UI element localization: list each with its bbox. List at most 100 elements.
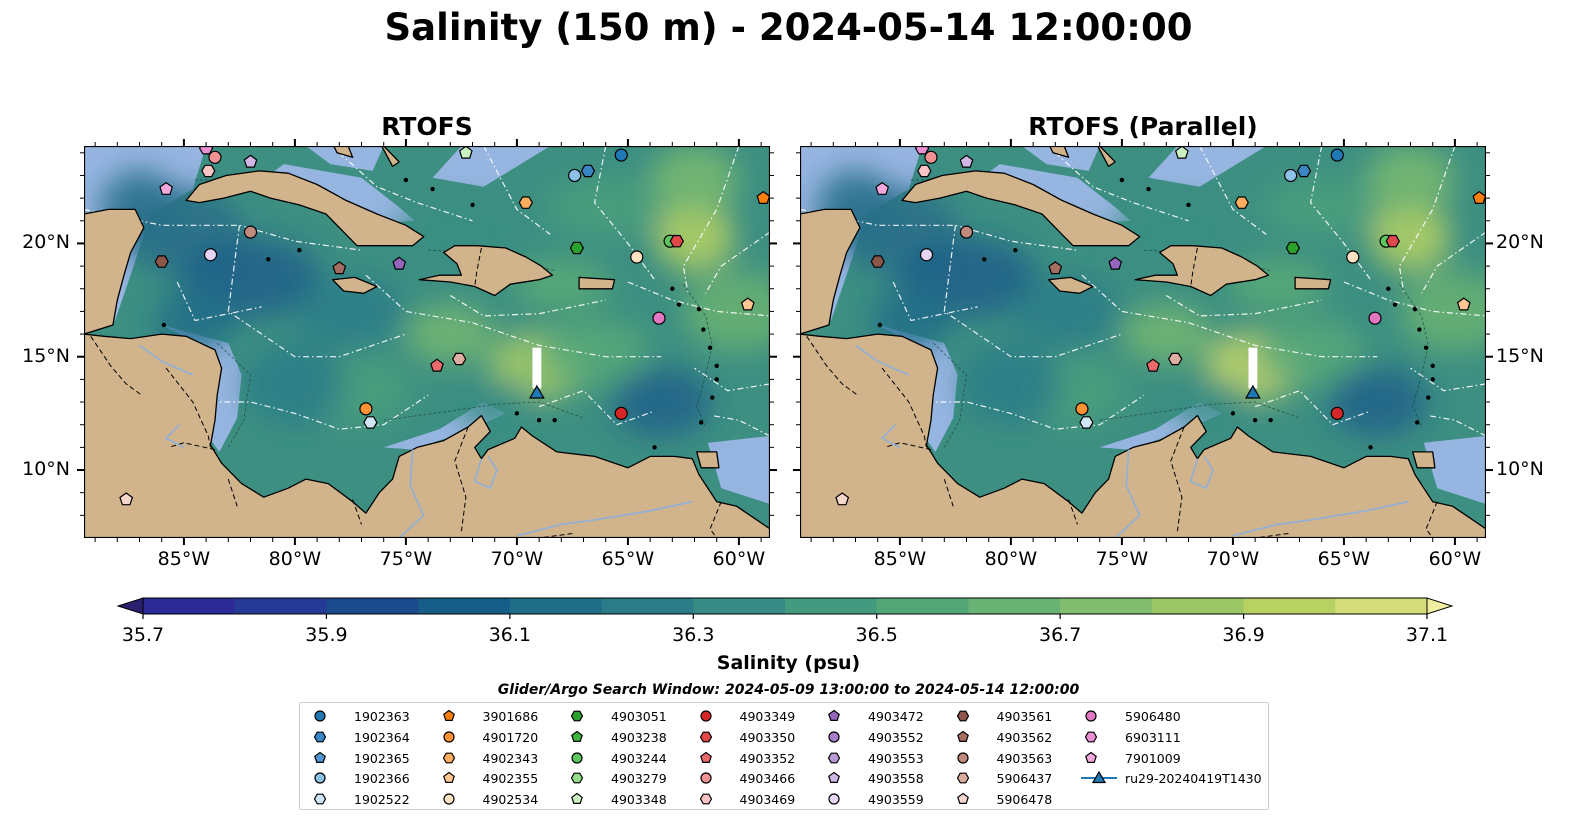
land-cuba bbox=[185, 170, 425, 247]
legend-marker-icon bbox=[956, 751, 969, 764]
colorbar-segment bbox=[509, 598, 603, 614]
marker-1902522 bbox=[363, 416, 378, 429]
marker-4902534 bbox=[1346, 250, 1360, 264]
marker-4903051 bbox=[569, 241, 585, 255]
marker-4902534 bbox=[630, 250, 644, 264]
legend-label: 4903553 bbox=[868, 750, 924, 766]
legend-symbol bbox=[699, 751, 712, 763]
colorbar-segment bbox=[968, 598, 1061, 614]
legend-label: 4903559 bbox=[868, 792, 924, 808]
lon-tick-label: 70°W bbox=[490, 548, 544, 570]
marker-4903469 bbox=[201, 164, 216, 178]
marker-7901009 bbox=[875, 181, 890, 195]
legend-symbol bbox=[1091, 771, 1107, 784]
legend-label: 4902343 bbox=[482, 750, 539, 766]
legend-symbol bbox=[828, 709, 840, 721]
land-trinidad bbox=[1412, 451, 1436, 469]
legend-symbol bbox=[827, 752, 841, 763]
marker-4903348 bbox=[458, 146, 473, 159]
land-centralAm bbox=[800, 333, 1486, 538]
legend-marker-icon bbox=[314, 751, 326, 763]
colorbar-segment bbox=[143, 598, 236, 614]
legend-label: 4903352 bbox=[739, 750, 796, 766]
legend-label: 5906480 bbox=[1125, 709, 1181, 724]
marker-ru29-20240419T1430 bbox=[528, 384, 545, 399]
colorbar-tick-label: 35.7 bbox=[121, 624, 165, 646]
legend-symbol bbox=[828, 772, 840, 784]
colorbar-segment bbox=[785, 598, 878, 614]
marker-5906437 bbox=[452, 352, 467, 366]
marker-4903559 bbox=[919, 248, 934, 262]
marker-4901720 bbox=[1075, 402, 1089, 416]
map-title-rtofs-parallel: RTOFS (Parallel) bbox=[1028, 112, 1258, 141]
land-bahamas1 bbox=[1049, 146, 1070, 158]
legend-symbol bbox=[571, 751, 583, 764]
legend-label: 4903562 bbox=[996, 729, 1053, 745]
legend-symbol bbox=[828, 793, 840, 805]
marker-6903111 bbox=[914, 146, 930, 155]
legend-symbol bbox=[699, 731, 712, 743]
lat-tick-label: 20°N bbox=[1496, 231, 1544, 254]
lon-tick-label: 85°W bbox=[157, 548, 211, 570]
colorbar-segment bbox=[234, 598, 327, 614]
legend: 1902363 1902364 1902365 1902366 1902522 39016… bbox=[299, 702, 1269, 810]
legend-marker-icon bbox=[314, 772, 326, 784]
salinity-map-rtofs-parallel bbox=[800, 146, 1486, 538]
marker-4903349 bbox=[614, 406, 628, 420]
salinity-colorbar bbox=[116, 597, 1454, 619]
legend-marker-icon bbox=[828, 731, 840, 743]
marker-1902522 bbox=[1079, 416, 1094, 429]
axis-ticks-0 bbox=[77, 139, 777, 545]
marker-4903472 bbox=[392, 256, 407, 270]
legend-symbol bbox=[571, 792, 583, 805]
marker-1902366 bbox=[568, 168, 582, 183]
marker-4903561 bbox=[870, 255, 885, 268]
legend-label: 4903348 bbox=[611, 792, 667, 808]
marker-5906480 bbox=[1368, 311, 1382, 325]
marker-4903558 bbox=[243, 154, 258, 168]
land-puertorico bbox=[578, 276, 616, 290]
legend-label: 5906478 bbox=[996, 792, 1053, 808]
marker-4903558 bbox=[959, 154, 974, 168]
legend-symbol bbox=[699, 772, 712, 784]
legend-symbol bbox=[956, 751, 969, 764]
colorbar-segment bbox=[693, 598, 786, 614]
legend-label: 4903051 bbox=[611, 709, 667, 724]
legend-marker-icon bbox=[442, 793, 455, 805]
marker-4903349 bbox=[1330, 406, 1344, 420]
legend-marker-icon bbox=[314, 710, 326, 722]
marker-5906480 bbox=[652, 311, 666, 325]
map-title-rtofs: RTOFS bbox=[381, 112, 473, 141]
colorbar-label: Salinity (psu) bbox=[716, 652, 861, 674]
legend-marker-icon bbox=[571, 792, 583, 805]
legend-label: 1902522 bbox=[354, 792, 410, 808]
land-hispaniola bbox=[1134, 245, 1270, 297]
legend-label: 4903558 bbox=[868, 771, 924, 787]
land-trinidad bbox=[696, 451, 720, 469]
land-bahamas1 bbox=[333, 146, 354, 158]
colorbar-segment bbox=[418, 598, 511, 614]
lon-tick-label: 65°W bbox=[1317, 548, 1371, 570]
colorbar-tick-label: 37.3 bbox=[1570, 624, 1577, 646]
marker-4903561 bbox=[154, 255, 169, 268]
legend-marker-icon bbox=[699, 710, 712, 722]
marker-5906437 bbox=[1168, 352, 1183, 366]
marker-4903563 bbox=[959, 225, 974, 239]
land-jamaica bbox=[331, 276, 378, 294]
lon-tick-label: 75°W bbox=[1095, 548, 1149, 570]
legend-marker-icon bbox=[828, 772, 840, 784]
legend-marker-icon bbox=[1081, 771, 1117, 784]
search-window-text: Glider/Argo Search Window: 2024-05-09 13… bbox=[497, 682, 1080, 698]
legend-marker-icon bbox=[313, 793, 327, 805]
marker-4903562 bbox=[332, 261, 347, 275]
legend-label: 4903472 bbox=[868, 709, 924, 724]
marker-3901686 bbox=[756, 190, 770, 205]
land-cuba bbox=[901, 170, 1141, 247]
lon-tick-label: 80°W bbox=[984, 548, 1038, 570]
colorbar-tick-label: 36.9 bbox=[1222, 624, 1265, 646]
colorbar-segment bbox=[326, 598, 419, 614]
legend-marker-icon bbox=[699, 731, 712, 743]
marker-7901009 bbox=[159, 181, 174, 195]
legend-symbol bbox=[1085, 710, 1097, 722]
land-yucatan bbox=[800, 146, 861, 335]
